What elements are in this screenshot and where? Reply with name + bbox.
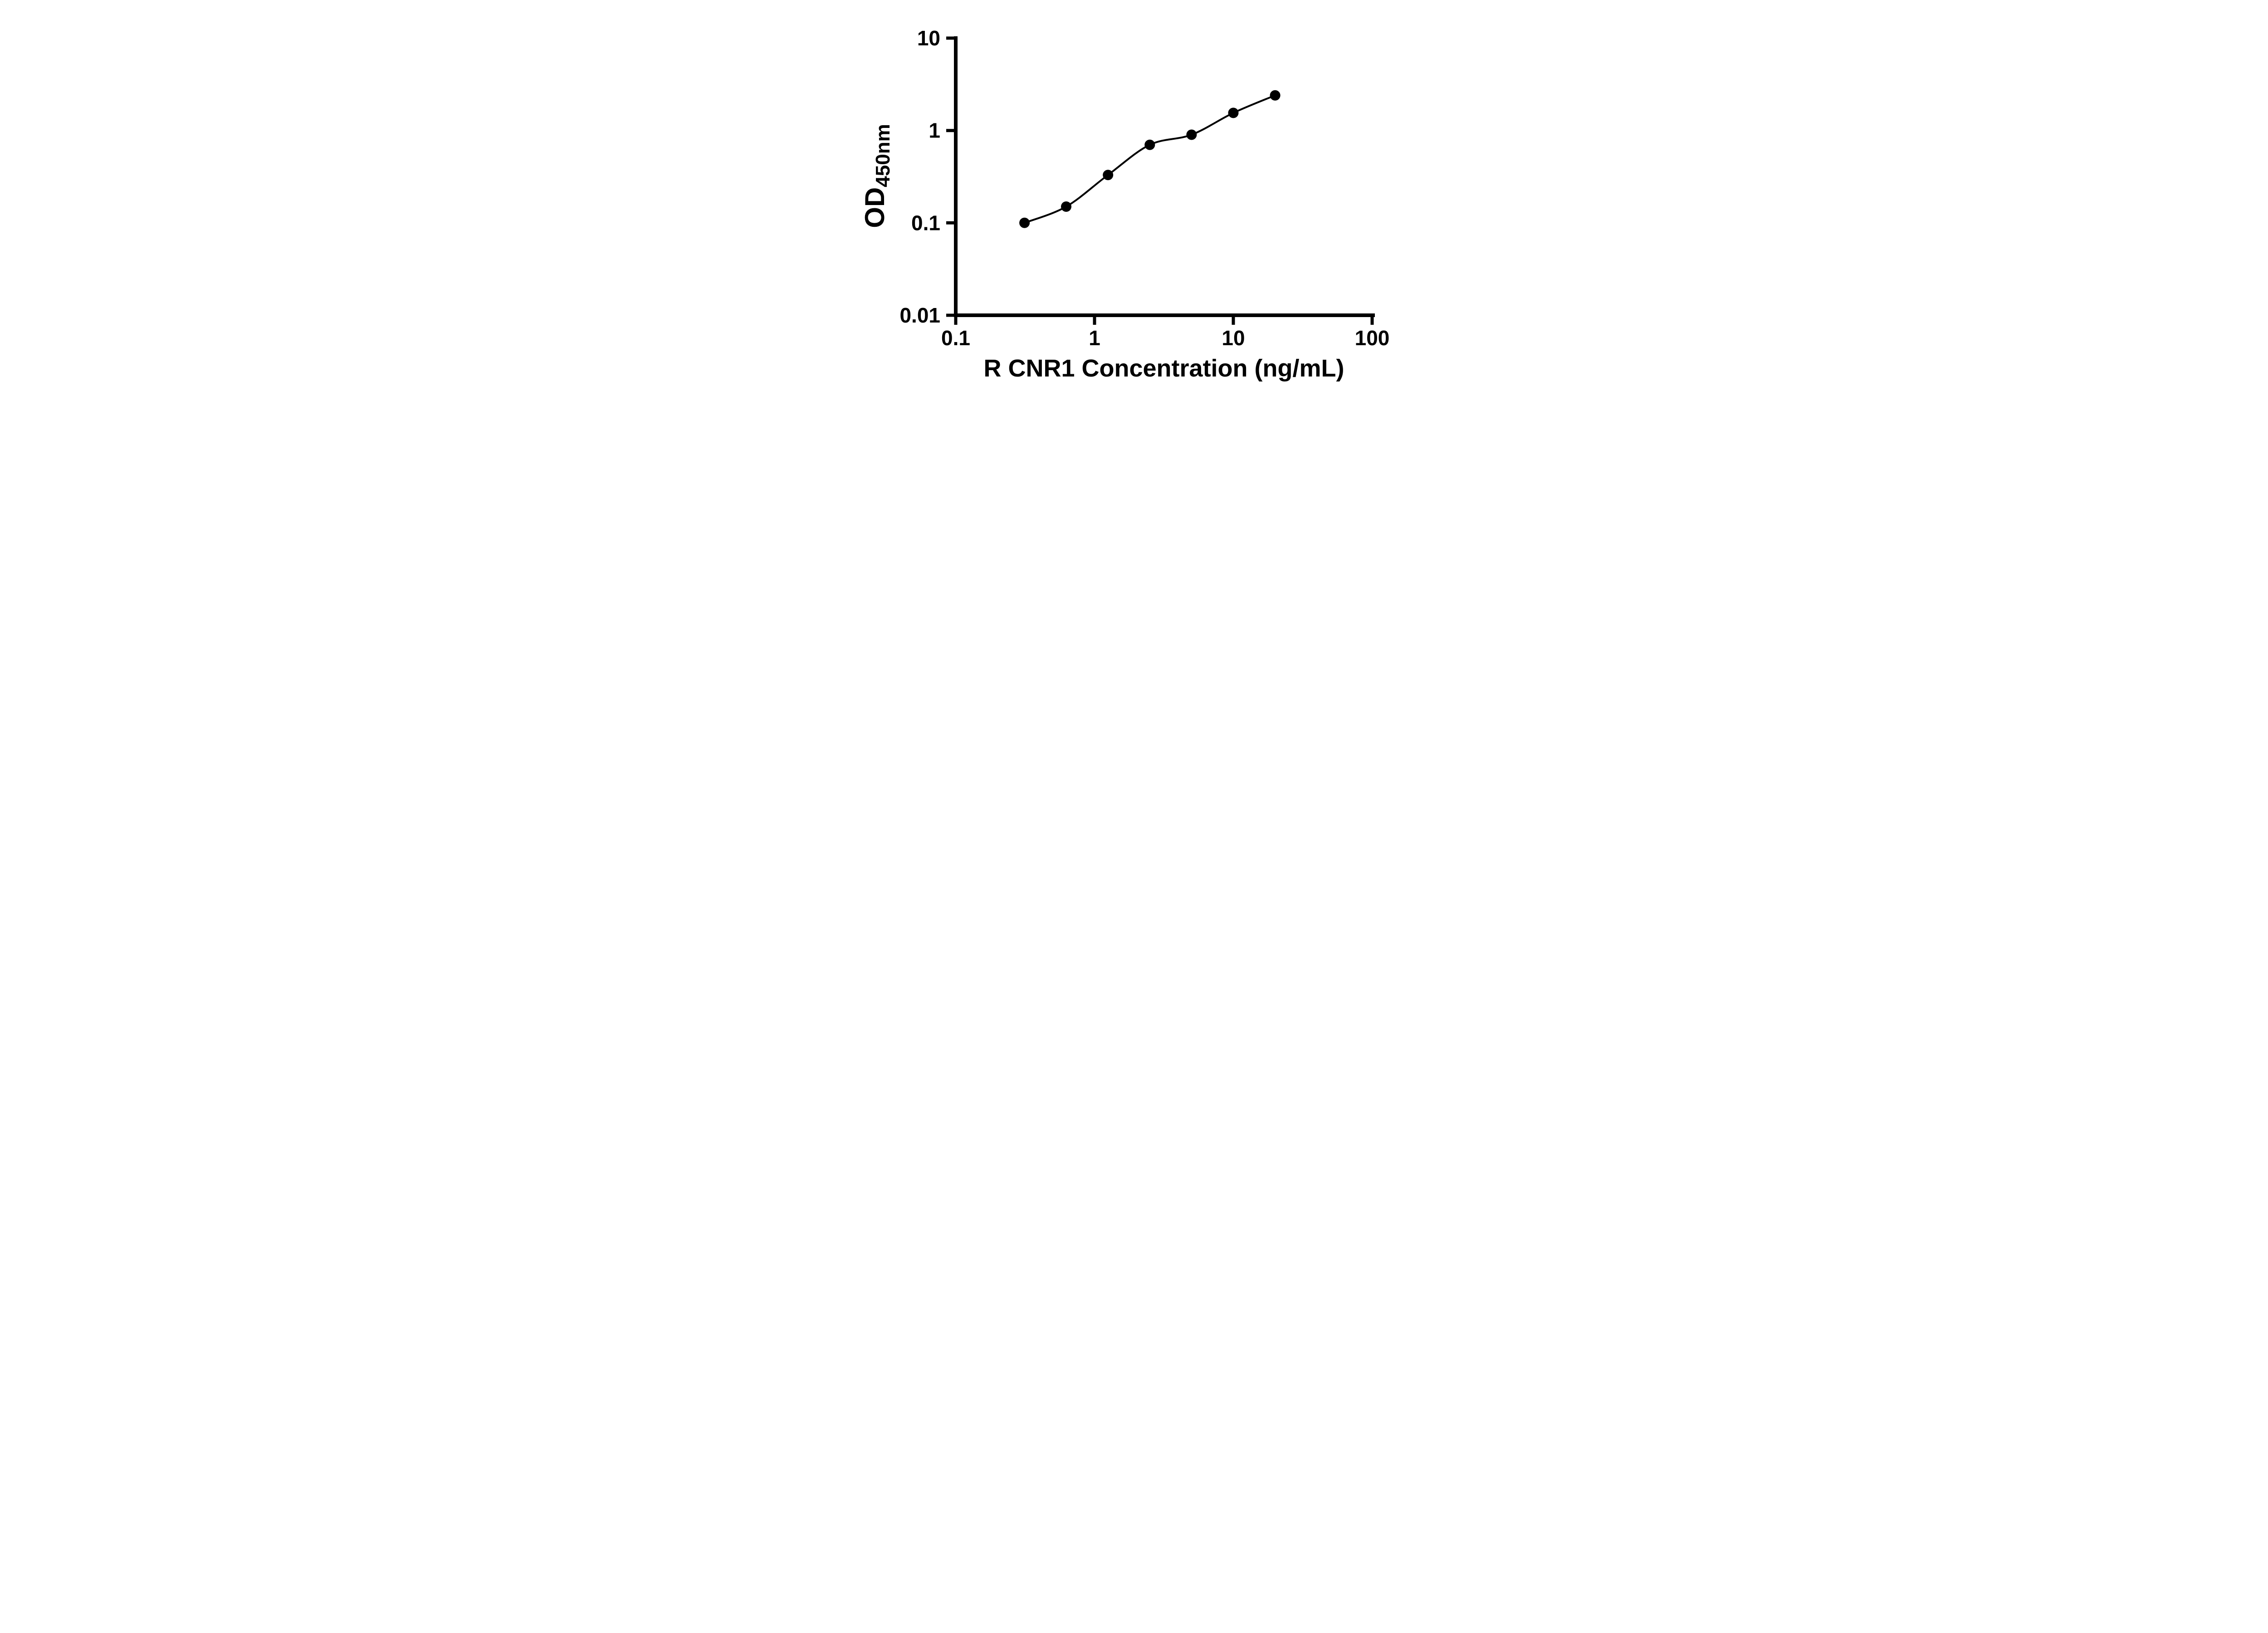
y-axis-title-subscript: 450nm xyxy=(872,124,894,187)
data-point xyxy=(1270,90,1281,101)
x-axis-title: R CNR1 Concentration (ng/mL) xyxy=(984,355,1344,382)
data-point xyxy=(1061,201,1071,212)
y-tick-label: 1 xyxy=(929,119,940,142)
y-axis-title-prefix: OD xyxy=(860,187,890,228)
y-tick-label: 0.1 xyxy=(911,211,940,235)
y-tick-label: 0.01 xyxy=(899,303,940,327)
x-tick-label: 0.1 xyxy=(941,326,970,350)
x-tick-label: 1 xyxy=(1089,326,1100,350)
x-tick-label: 100 xyxy=(1355,326,1390,350)
data-point xyxy=(1144,139,1155,150)
x-tick-label: 10 xyxy=(1222,326,1245,350)
data-point xyxy=(1019,217,1030,228)
data-points-group xyxy=(1019,90,1281,228)
data-point xyxy=(1228,108,1239,118)
y-axis-title: OD450nm xyxy=(860,124,894,228)
data-point xyxy=(1103,170,1114,181)
y-tick-label: 10 xyxy=(917,26,940,50)
elisa-standard-curve-figure: 0.1 1 10 100 0.01 0.1 1 10 R CNR1 Concentration… xyxy=(842,0,1426,408)
data-point xyxy=(1186,129,1197,140)
tick-marks-group xyxy=(946,36,1374,325)
axes-group xyxy=(954,36,1375,317)
